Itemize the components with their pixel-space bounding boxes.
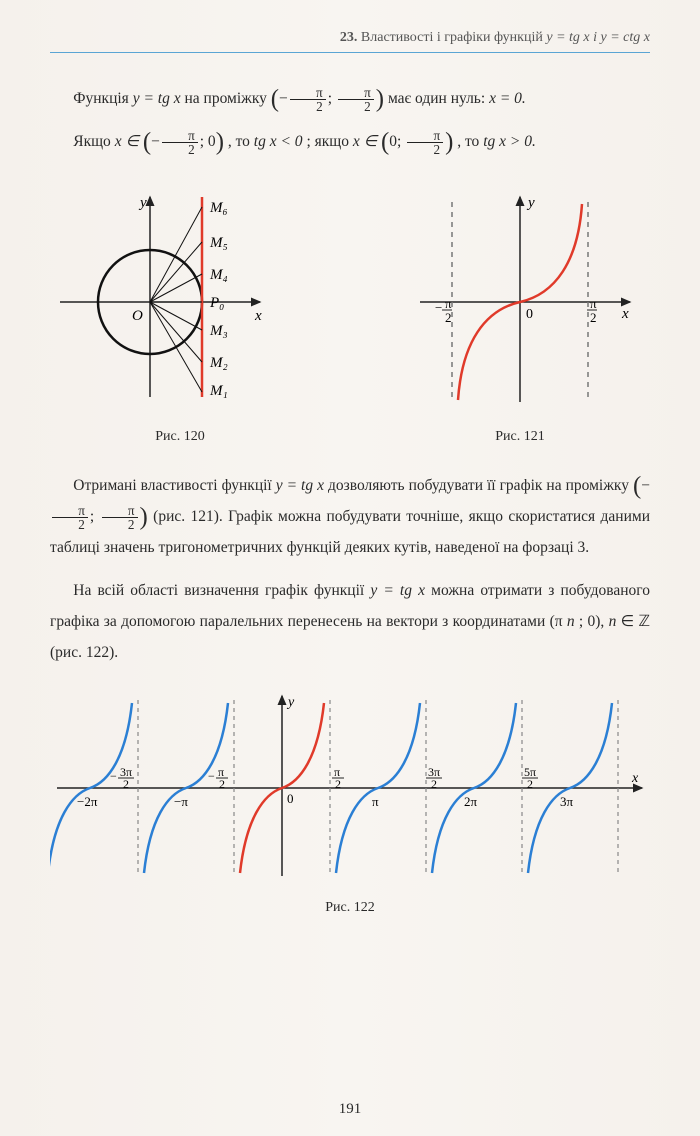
- svg-text:M₆: M₆: [209, 200, 228, 216]
- svg-text:−: −: [110, 769, 117, 783]
- section-number: 23.: [340, 30, 358, 45]
- fig121-caption: Рис. 121: [390, 429, 650, 445]
- svg-text:P₀: P₀: [209, 295, 224, 311]
- svg-text:y: y: [138, 195, 147, 211]
- svg-text:−: −: [435, 300, 442, 315]
- svg-text:x: x: [621, 306, 629, 322]
- svg-text:−2π: −2π: [77, 794, 98, 809]
- svg-text:2: 2: [445, 310, 452, 325]
- svg-text:y: y: [526, 195, 535, 211]
- section-title: Властивості і графіки функцій: [361, 30, 543, 45]
- svg-text:M₂: M₂: [209, 355, 228, 371]
- svg-text:π: π: [590, 296, 597, 311]
- svg-text:2: 2: [527, 777, 533, 791]
- fig122-svg: y x 0 −2π −π π 2π 3π −3π 2 −π 2 π 2 3π: [50, 688, 650, 888]
- fig120-svg: y x O M₆ M₅ M₄ P₀ M₃ M₂ M₁: [50, 187, 310, 417]
- svg-text:M₃: M₃: [209, 323, 228, 339]
- svg-text:2: 2: [123, 777, 129, 791]
- paragraph-1: Функція y = tg x на проміжку (−π2; π2) м…: [50, 83, 650, 114]
- svg-text:0: 0: [526, 307, 533, 322]
- page-number: 191: [0, 1101, 700, 1118]
- svg-text:π: π: [445, 296, 452, 311]
- svg-text:2: 2: [219, 777, 225, 791]
- figure-122: y x 0 −2π −π π 2π 3π −3π 2 −π 2 π 2 3π: [50, 688, 650, 916]
- paragraph-2: Якщо x ∈ (−π2; 0) , то tg x < 0 ; якщо x…: [50, 126, 650, 157]
- svg-text:0: 0: [287, 791, 294, 806]
- svg-text:2: 2: [590, 310, 597, 325]
- paragraph-4: На всій області визначення графік функці…: [50, 575, 650, 668]
- svg-text:M₄: M₄: [209, 267, 228, 283]
- svg-text:O: O: [132, 308, 143, 324]
- svg-text:π: π: [372, 794, 379, 809]
- svg-text:M₁: M₁: [209, 383, 228, 399]
- section-formula: y = tg x і y = ctg x: [546, 30, 650, 45]
- svg-text:3π: 3π: [560, 794, 574, 809]
- svg-text:x: x: [631, 771, 639, 786]
- fig120-caption: Рис. 120: [50, 429, 310, 445]
- svg-text:M₅: M₅: [209, 235, 228, 251]
- svg-text:2: 2: [335, 777, 341, 791]
- svg-text:−: −: [208, 769, 215, 783]
- fig122-caption: Рис. 122: [50, 900, 650, 916]
- paragraph-3: Отримані властивості функції y = tg x до…: [50, 470, 650, 563]
- svg-text:2: 2: [431, 777, 437, 791]
- fig121-svg: y x 0 − π 2 π 2: [390, 187, 650, 417]
- svg-text:2π: 2π: [464, 794, 478, 809]
- svg-text:x: x: [254, 308, 262, 324]
- figure-120: y x O M₆ M₅ M₄ P₀ M₃ M₂ M₁ Рис. 120: [50, 187, 310, 445]
- svg-text:y: y: [286, 695, 295, 710]
- figure-121: y x 0 − π 2 π 2 Рис. 121: [390, 187, 650, 445]
- textbook-page: 23. Властивості і графіки функцій y = tg…: [0, 0, 700, 1136]
- figures-row-1: y x O M₆ M₅ M₄ P₀ M₃ M₂ M₁ Рис. 120: [50, 187, 650, 445]
- svg-text:−π: −π: [174, 794, 188, 809]
- page-header: 23. Властивості і графіки функцій y = tg…: [50, 30, 650, 53]
